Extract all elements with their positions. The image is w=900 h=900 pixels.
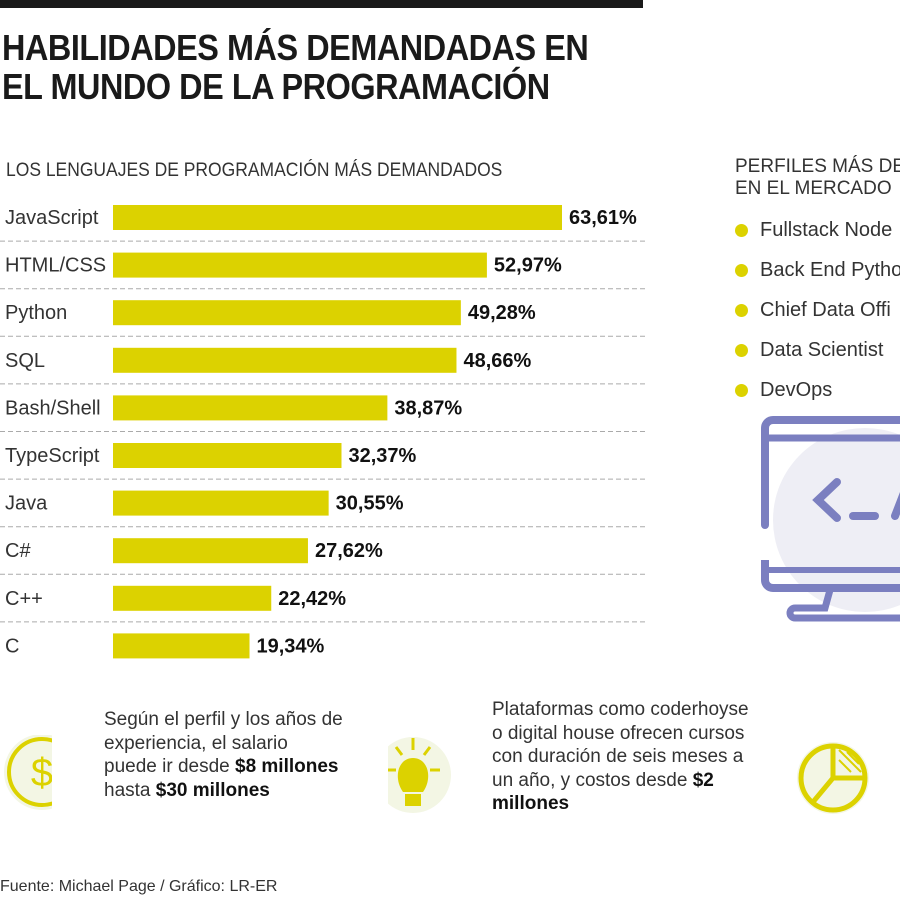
bar (113, 585, 272, 611)
list-item: Data Scientist (735, 330, 900, 370)
pie-chart-icon (797, 742, 869, 814)
value-label: 48,66% (463, 350, 531, 372)
category-label: C# (5, 540, 31, 562)
category-label: C++ (5, 588, 43, 610)
bar (113, 443, 342, 468)
list-item: Fullstack Node (735, 210, 900, 250)
profiles-title: PERFILES MÁS DE EN EL MERCADO (735, 156, 900, 199)
value-label: 63,61% (569, 207, 637, 229)
category-label: SQL (5, 350, 45, 372)
bullet-icon (735, 303, 748, 317)
profiles-list: Fullstack Node Back End Pytho Chief Data… (735, 210, 900, 410)
salary-note: Según el perfil y los años de experienci… (104, 709, 343, 801)
bullet-icon (735, 343, 748, 357)
dollar-icon: $ (4, 735, 52, 810)
bar (113, 633, 250, 659)
svg-text:$: $ (31, 751, 52, 795)
bar (113, 490, 329, 516)
list-item: DevOps (735, 370, 900, 410)
category-label: Python (5, 302, 67, 324)
bar (113, 252, 487, 278)
page-title: HABILIDADES MÁS DEMANDADAS EN EL MUNDO DE… (2, 27, 589, 107)
bullet-icon (735, 383, 748, 397)
category-label: Java (5, 493, 48, 515)
value-label: 38,87% (394, 397, 462, 419)
category-label: HTML/CSS (5, 255, 106, 277)
bar-chart: JavaScript 63,61% HTML/CSS 52,97% Python 49,2… (0, 205, 645, 659)
category-label: JavaScript (5, 207, 99, 229)
list-item: Back End Pytho (735, 250, 900, 290)
source-note: Fuente: Michael Page / Gráfico: LR-ER (0, 878, 278, 895)
list-item: Chief Data Offi (735, 290, 900, 330)
bar (113, 205, 562, 230)
courses-note: Plataformas como coderhoyse o digital ho… (492, 699, 749, 814)
lightbulb-icon (388, 737, 451, 813)
bar (113, 538, 308, 564)
chart-title: LOS LENGUAJES DE PROGRAMACIÓN MÁS DEMAND… (6, 160, 503, 181)
top-rule (0, 0, 643, 8)
value-label: 22,42% (278, 588, 346, 610)
value-label: 49,28% (468, 302, 536, 324)
category-label: TypeScript (5, 445, 100, 467)
value-label: 52,97% (494, 255, 562, 277)
computer-code-icon (761, 416, 900, 622)
bullet-icon (735, 223, 748, 237)
bar (113, 347, 457, 373)
value-label: 19,34% (257, 635, 325, 657)
value-label: 27,62% (315, 540, 383, 562)
category-label: C (5, 635, 19, 657)
value-label: 32,37% (348, 445, 416, 467)
category-label: Bash/Shell (5, 397, 101, 419)
bullet-icon (735, 263, 748, 277)
bar (113, 395, 388, 421)
value-label: 30,55% (336, 493, 404, 515)
bar (113, 300, 461, 326)
